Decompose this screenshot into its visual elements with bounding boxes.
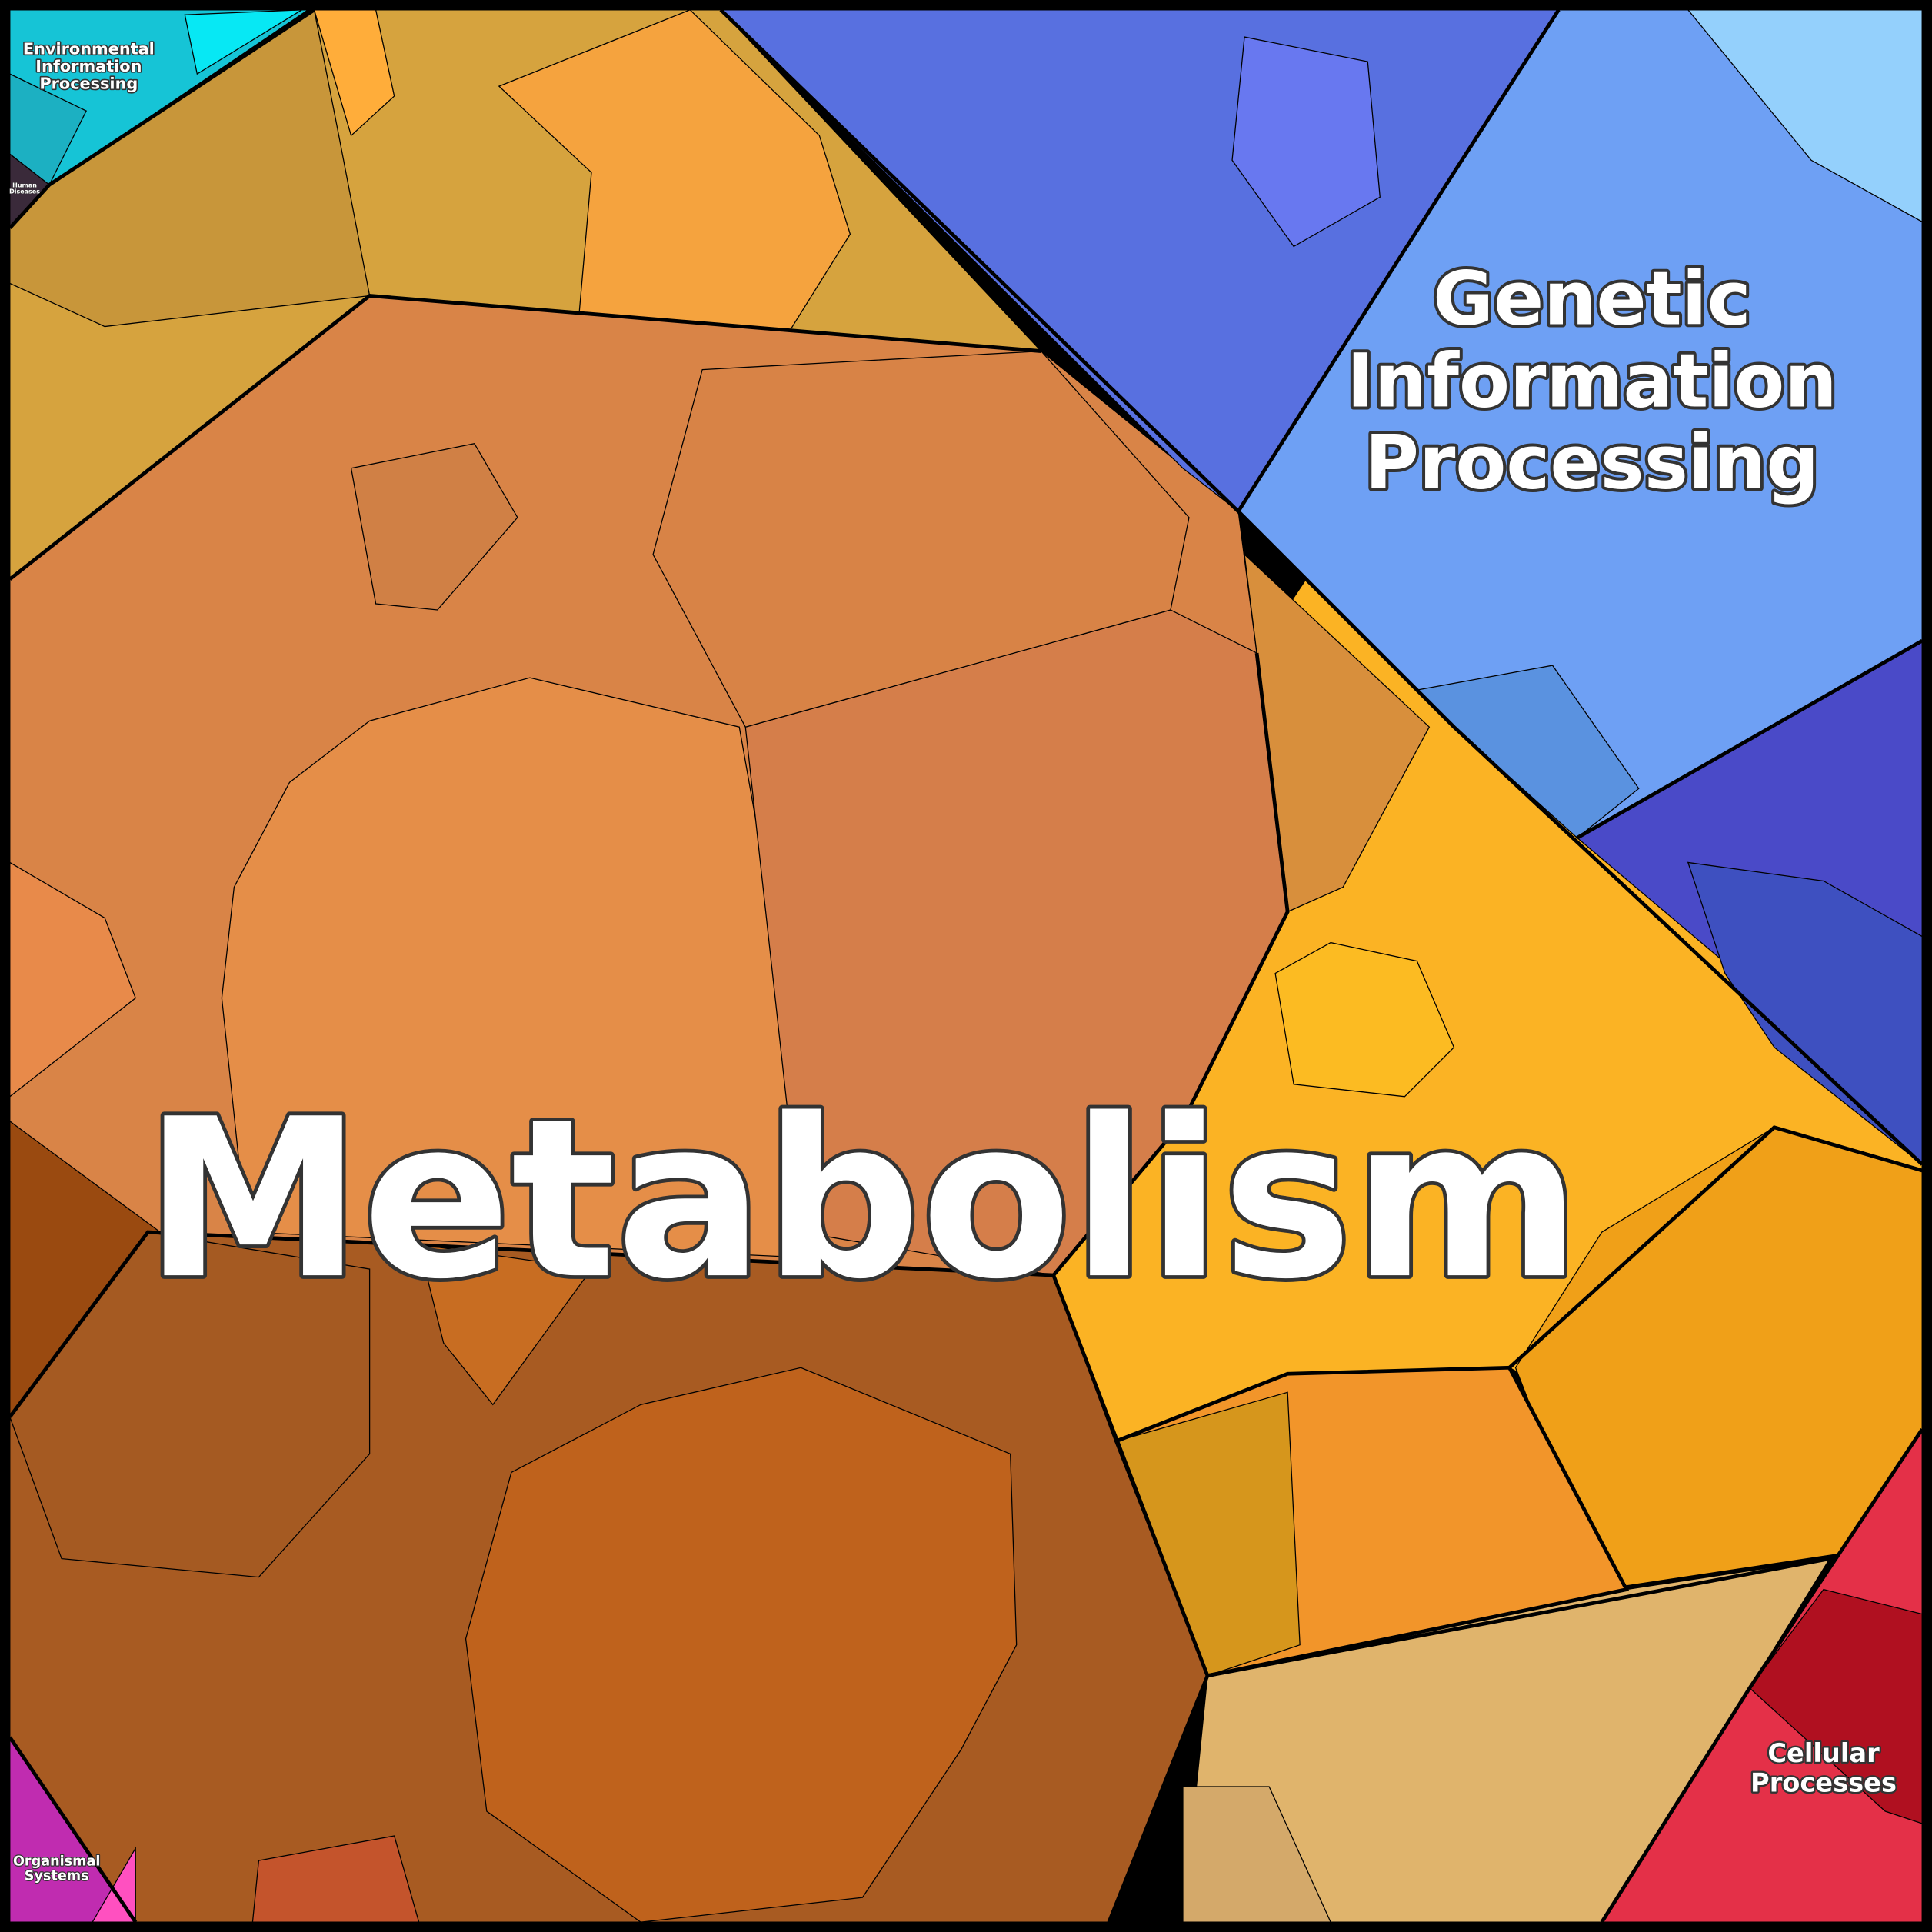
border [1507,1125,1923,1370]
cell [1244,553,1431,913]
border [719,8,1924,1166]
cell [498,9,851,334]
region-label: Metabolism [144,1072,1581,1327]
cells [9,8,1923,1923]
region-label: Cellular Processes [1750,1738,1897,1797]
border [1207,1557,1830,1678]
border [8,294,1041,581]
label-line: Environmental [23,39,155,58]
cell [350,443,518,611]
label-line: Systems [25,1869,89,1884]
label-line: Cellular [1767,1738,1880,1768]
cell [465,1367,1018,1923]
border [1237,8,1561,513]
label-line: Genetic [1433,255,1751,341]
region-label: Environmental Information Processing [23,39,155,92]
cell [418,1244,593,1406]
cell [1231,36,1381,248]
label-line: Diseases [9,188,40,195]
cell [652,350,1190,728]
label-line: Information [35,57,142,75]
border [1576,638,1924,840]
label-line: Information [1347,338,1837,425]
labels: Environmental Information Processing Human… [9,38,1899,1885]
cell [1274,941,1455,1098]
label-line: Human [12,182,37,189]
border [8,1736,138,1924]
cell [184,9,304,75]
border [1051,652,1290,1277]
border [8,8,315,229]
region-label: Organismal Systems [13,1854,100,1884]
border [1600,1428,1924,1924]
label-line: Processes [1750,1767,1897,1797]
region-label: Human Diseases [9,182,40,195]
label-line: Organismal [13,1854,100,1869]
label-line: Processing [1365,419,1820,505]
label-line: Processing [39,74,138,92]
region-label: Genetic Information Processing [1347,255,1837,505]
label-line: Metabolism [144,1072,1581,1327]
